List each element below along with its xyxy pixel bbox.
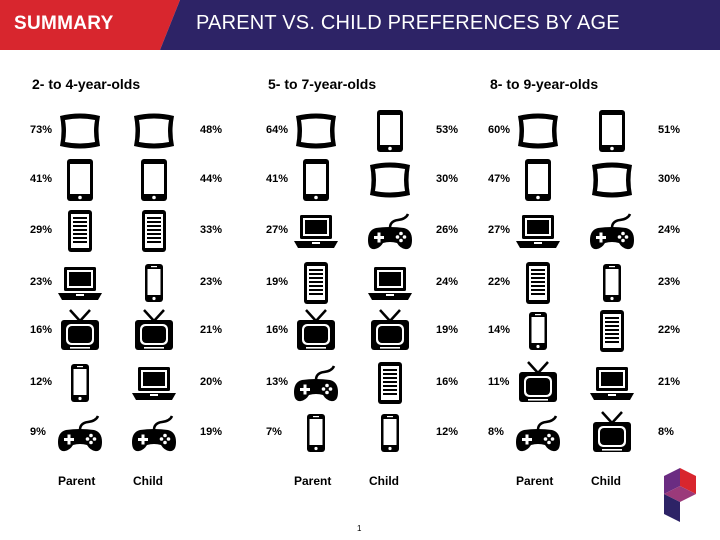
ereader-icon <box>56 208 104 254</box>
child-percentage: 33% <box>200 224 223 236</box>
group-title: 5- to 7-year-olds <box>268 76 377 92</box>
parent-percentage: 16% <box>30 324 53 336</box>
child-percentage: 19% <box>436 324 459 336</box>
tv-screen-icon <box>588 157 636 203</box>
game-controller-icon <box>56 410 104 456</box>
parent-percentage: 23% <box>30 276 53 288</box>
header-bar: PARENT VS. CHILD PREFERENCES BY AGE <box>160 0 720 50</box>
smartphone-icon <box>130 260 178 306</box>
game-controller-icon <box>130 410 178 456</box>
parent-percentage: 27% <box>266 224 289 236</box>
parent-percentage: 41% <box>266 173 289 185</box>
page-title: PARENT VS. CHILD PREFERENCES BY AGE <box>196 12 620 34</box>
child-percentage: 44% <box>200 173 223 185</box>
retro-tv-icon <box>56 308 104 354</box>
ereader-icon <box>588 308 636 354</box>
tablet-icon <box>130 157 178 203</box>
ereader-icon <box>366 360 414 406</box>
laptop-icon <box>56 260 104 306</box>
child-percentage: 48% <box>200 124 223 136</box>
page-number: 1 <box>357 524 362 533</box>
child-percentage: 20% <box>200 376 223 388</box>
group-title: 2- to 4-year-olds <box>32 76 141 92</box>
parent-percentage: 27% <box>488 224 511 236</box>
retro-tv-icon <box>366 308 414 354</box>
parent-percentage: 8% <box>488 426 504 438</box>
game-controller-icon <box>588 208 636 254</box>
parent-percentage: 13% <box>266 376 289 388</box>
parent-percentage: 19% <box>266 276 289 288</box>
child-percentage: 53% <box>436 124 459 136</box>
parent-percentage: 64% <box>266 124 289 136</box>
child-percentage: 16% <box>436 376 459 388</box>
tv-screen-icon <box>56 108 104 154</box>
child-percentage: 30% <box>436 173 459 185</box>
tv-screen-icon <box>292 108 340 154</box>
laptop-icon <box>130 360 178 406</box>
child-column-label: Child <box>369 474 399 488</box>
child-column-label: Child <box>133 474 163 488</box>
smartphone-icon <box>56 360 104 406</box>
company-logo <box>660 466 700 526</box>
retro-tv-icon <box>588 410 636 456</box>
parent-percentage: 60% <box>488 124 511 136</box>
parent-percentage: 7% <box>266 426 282 438</box>
parent-percentage: 11% <box>488 376 510 388</box>
ereader-icon <box>514 260 562 306</box>
tablet-icon <box>292 157 340 203</box>
parent-percentage: 41% <box>30 173 53 185</box>
parent-column-label: Parent <box>58 474 96 488</box>
child-percentage: 21% <box>658 376 681 388</box>
child-percentage: 23% <box>658 276 681 288</box>
child-percentage: 24% <box>436 276 459 288</box>
parent-column-label: Parent <box>294 474 332 488</box>
child-percentage: 23% <box>200 276 223 288</box>
game-controller-icon <box>292 360 340 406</box>
game-controller-icon <box>366 208 414 254</box>
smartphone-icon <box>588 260 636 306</box>
retro-tv-icon <box>292 308 340 354</box>
group-title: 8- to 9-year-olds <box>490 76 599 92</box>
summary-tag: SUMMARY <box>0 0 180 50</box>
tablet-icon <box>514 157 562 203</box>
laptop-icon <box>514 208 562 254</box>
parent-percentage: 9% <box>30 426 46 438</box>
child-percentage: 24% <box>658 224 681 236</box>
parent-percentage: 47% <box>488 173 511 185</box>
tv-screen-icon <box>130 108 178 154</box>
laptop-icon <box>588 360 636 406</box>
ereader-icon <box>130 208 178 254</box>
smartphone-icon <box>514 308 562 354</box>
laptop-icon <box>292 208 340 254</box>
retro-tv-icon <box>514 360 562 406</box>
summary-tag-label: SUMMARY <box>14 13 114 34</box>
child-percentage: 19% <box>200 426 223 438</box>
child-percentage: 26% <box>436 224 459 236</box>
parent-percentage: 14% <box>488 324 511 336</box>
child-column-label: Child <box>591 474 621 488</box>
ereader-icon <box>292 260 340 306</box>
parent-percentage: 29% <box>30 224 53 236</box>
tv-screen-icon <box>366 157 414 203</box>
child-percentage: 8% <box>658 426 674 438</box>
child-percentage: 22% <box>658 324 681 336</box>
parent-column-label: Parent <box>516 474 554 488</box>
tv-screen-icon <box>514 108 562 154</box>
child-percentage: 30% <box>658 173 681 185</box>
tablet-icon <box>366 108 414 154</box>
tablet-icon <box>588 108 636 154</box>
child-percentage: 51% <box>658 124 681 136</box>
child-percentage: 12% <box>436 426 459 438</box>
child-percentage: 21% <box>200 324 223 336</box>
tablet-icon <box>56 157 104 203</box>
parent-percentage: 12% <box>30 376 53 388</box>
smartphone-icon <box>292 410 340 456</box>
game-controller-icon <box>514 410 562 456</box>
parent-percentage: 22% <box>488 276 511 288</box>
parent-percentage: 16% <box>266 324 289 336</box>
smartphone-icon <box>366 410 414 456</box>
parent-percentage: 73% <box>30 124 53 136</box>
laptop-icon <box>366 260 414 306</box>
retro-tv-icon <box>130 308 178 354</box>
